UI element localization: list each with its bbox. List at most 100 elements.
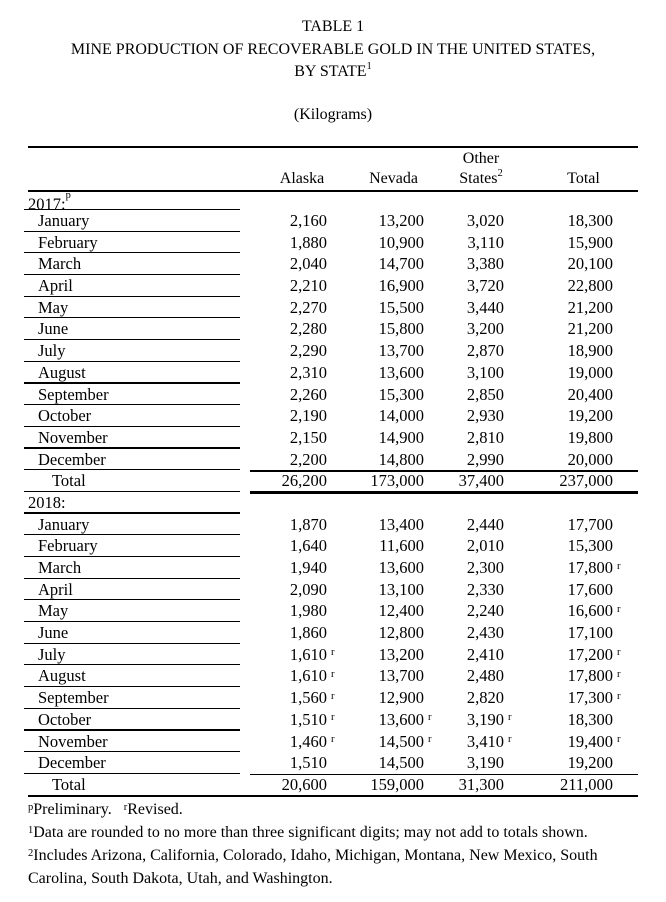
cell-total: 20,400: [513, 384, 638, 406]
page-title-line2: BY STATE1: [0, 61, 666, 83]
row-label: May: [38, 601, 69, 621]
row-label-cell: October: [24, 405, 250, 427]
cell-other-states: 2,990: [433, 449, 513, 471]
row-data: 1,940 13,600 2,300 17,800 r: [250, 557, 638, 579]
cell-alaska: 2,290: [250, 340, 338, 362]
cell-value: 19,200: [567, 753, 613, 773]
cell-other-states: 3,380: [433, 253, 513, 275]
column-header-other-states: States2: [459, 167, 503, 187]
table-row: July 1,610 r 13,200 2,410 17,200 r: [24, 644, 638, 666]
cell-value: 14,500: [378, 753, 424, 773]
row-data: 2,310 13,600 3,100 19,000: [250, 362, 638, 384]
cell-nevada: 14,900: [338, 427, 433, 449]
row-data: 1,980 12,400 2,240 16,600 r: [250, 600, 638, 622]
row-label: September: [38, 688, 109, 708]
cell-value: 173,000: [370, 471, 424, 491]
sup-2: 2: [28, 847, 34, 859]
table-row: April 2,090 13,100 2,330 17,600: [24, 579, 638, 601]
cell-value: 237,000: [559, 471, 613, 491]
cell-other-states: 3,190: [433, 752, 513, 774]
cell-alaska: 1,870: [250, 514, 338, 536]
row-label-cell: March: [24, 253, 250, 275]
cell-alaska: 1,880: [250, 232, 338, 254]
cell-value: 13,200: [378, 644, 424, 664]
cell-value: 2,160: [289, 211, 327, 230]
row-label: January: [38, 514, 90, 534]
revised-marker: r: [617, 734, 621, 745]
cell-other-states: 2,480: [433, 665, 513, 687]
revised-marker: r: [617, 560, 621, 572]
sup-r: r: [123, 801, 128, 813]
cell-total: 18,300: [513, 210, 638, 232]
cell-value: 16,900: [378, 276, 424, 296]
table-row: Total 20,600 159,000 31,300 211,000: [24, 774, 638, 796]
cell-value: 159,000: [370, 774, 424, 794]
cell-alaska: 1,610 r: [250, 665, 338, 687]
cell-total: 17,600: [513, 579, 638, 601]
table-row: September 1,560 r 12,900 2,820 17,300 r: [24, 687, 638, 709]
cell-value: 2,810: [466, 427, 504, 447]
row-label: March: [38, 558, 82, 577]
cell-value: 2,240: [466, 601, 504, 621]
row-data: 1,460 r 14,500 r 3,410 r 19,400 r: [250, 731, 638, 753]
cell-value: 3,100: [466, 362, 504, 382]
row-label-cell: November: [24, 427, 250, 449]
cell-nevada: [338, 492, 433, 514]
cell-nevada: 13,600 r: [338, 709, 433, 731]
cell-value: 14,700: [378, 254, 424, 274]
cell-value: 2,090: [289, 579, 327, 599]
footnote-2-line1: 2Includes Arizona, California, Colorado,…: [28, 847, 598, 864]
footnote-ref-2: 2: [497, 167, 503, 179]
header-rule: [28, 190, 638, 192]
cell-value: 17,700: [567, 514, 613, 534]
title-by-state: BY STATE: [294, 63, 367, 80]
cell-value: 18,300: [567, 709, 613, 729]
cell-value: 2,010: [466, 536, 504, 556]
table-row: March 2,040 14,700 3,380 20,100: [24, 253, 638, 275]
sup-1: 1: [28, 824, 34, 836]
cell-value: 2,210: [289, 276, 327, 296]
table-row: November 2,150 14,900 2,810 19,800: [24, 427, 638, 449]
preliminary-marker: p: [65, 190, 71, 201]
cell-value: 2,820: [466, 688, 504, 708]
cell-alaska: 2,190: [250, 405, 338, 427]
cell-other-states: 2,820: [433, 687, 513, 709]
cell-value: 21,200: [567, 319, 613, 339]
cell-alaska: 2,260: [250, 384, 338, 406]
cell-total: [513, 492, 638, 514]
cell-total: 17,800 r: [513, 665, 638, 687]
cell-nevada: 159,000: [338, 774, 433, 796]
revised-marker: r: [331, 668, 335, 680]
cell-value: 3,380: [466, 254, 504, 274]
table-top-rule: [28, 146, 638, 148]
cell-value: 17,800: [567, 666, 613, 686]
row-data: 2,160 13,200 3,020 18,300: [250, 210, 638, 232]
cell-value: 17,800: [567, 558, 613, 577]
revised-marker: r: [331, 647, 335, 659]
row-label-cell: October: [24, 709, 250, 731]
table-row: June 1,860 12,800 2,430 17,100: [24, 622, 638, 644]
cell-total: 18,300: [513, 709, 638, 731]
cell-alaska: 1,460 r: [250, 731, 338, 753]
row-label: April: [38, 579, 73, 599]
revised-marker: r: [617, 647, 621, 659]
cell-value: 14,500: [378, 731, 424, 751]
table-row: October 2,190 14,000 2,930 19,200: [24, 405, 638, 427]
cell-value: 2,040: [289, 254, 327, 274]
row-label-cell: December: [24, 752, 250, 774]
cell-value: 3,720: [466, 276, 504, 296]
cell-value: 13,600: [378, 362, 424, 382]
cell-value: 19,000: [567, 362, 613, 382]
cell-total: 211,000: [513, 774, 638, 796]
cell-other-states: 37,400: [433, 470, 513, 492]
cell-value: 17,600: [567, 579, 613, 599]
cell-value: 3,200: [466, 319, 504, 339]
cell-value: 31,300: [458, 774, 504, 794]
cell-value: 12,900: [378, 688, 424, 708]
cell-total: 19,200: [513, 752, 638, 774]
cell-nevada: 13,200: [338, 644, 433, 666]
page-title-line1: MINE PRODUCTION OF RECOVERABLE GOLD IN T…: [70, 41, 596, 58]
cell-value: 1,940: [289, 558, 327, 577]
table-row: May 2,270 15,500 3,440 21,200: [24, 297, 638, 319]
